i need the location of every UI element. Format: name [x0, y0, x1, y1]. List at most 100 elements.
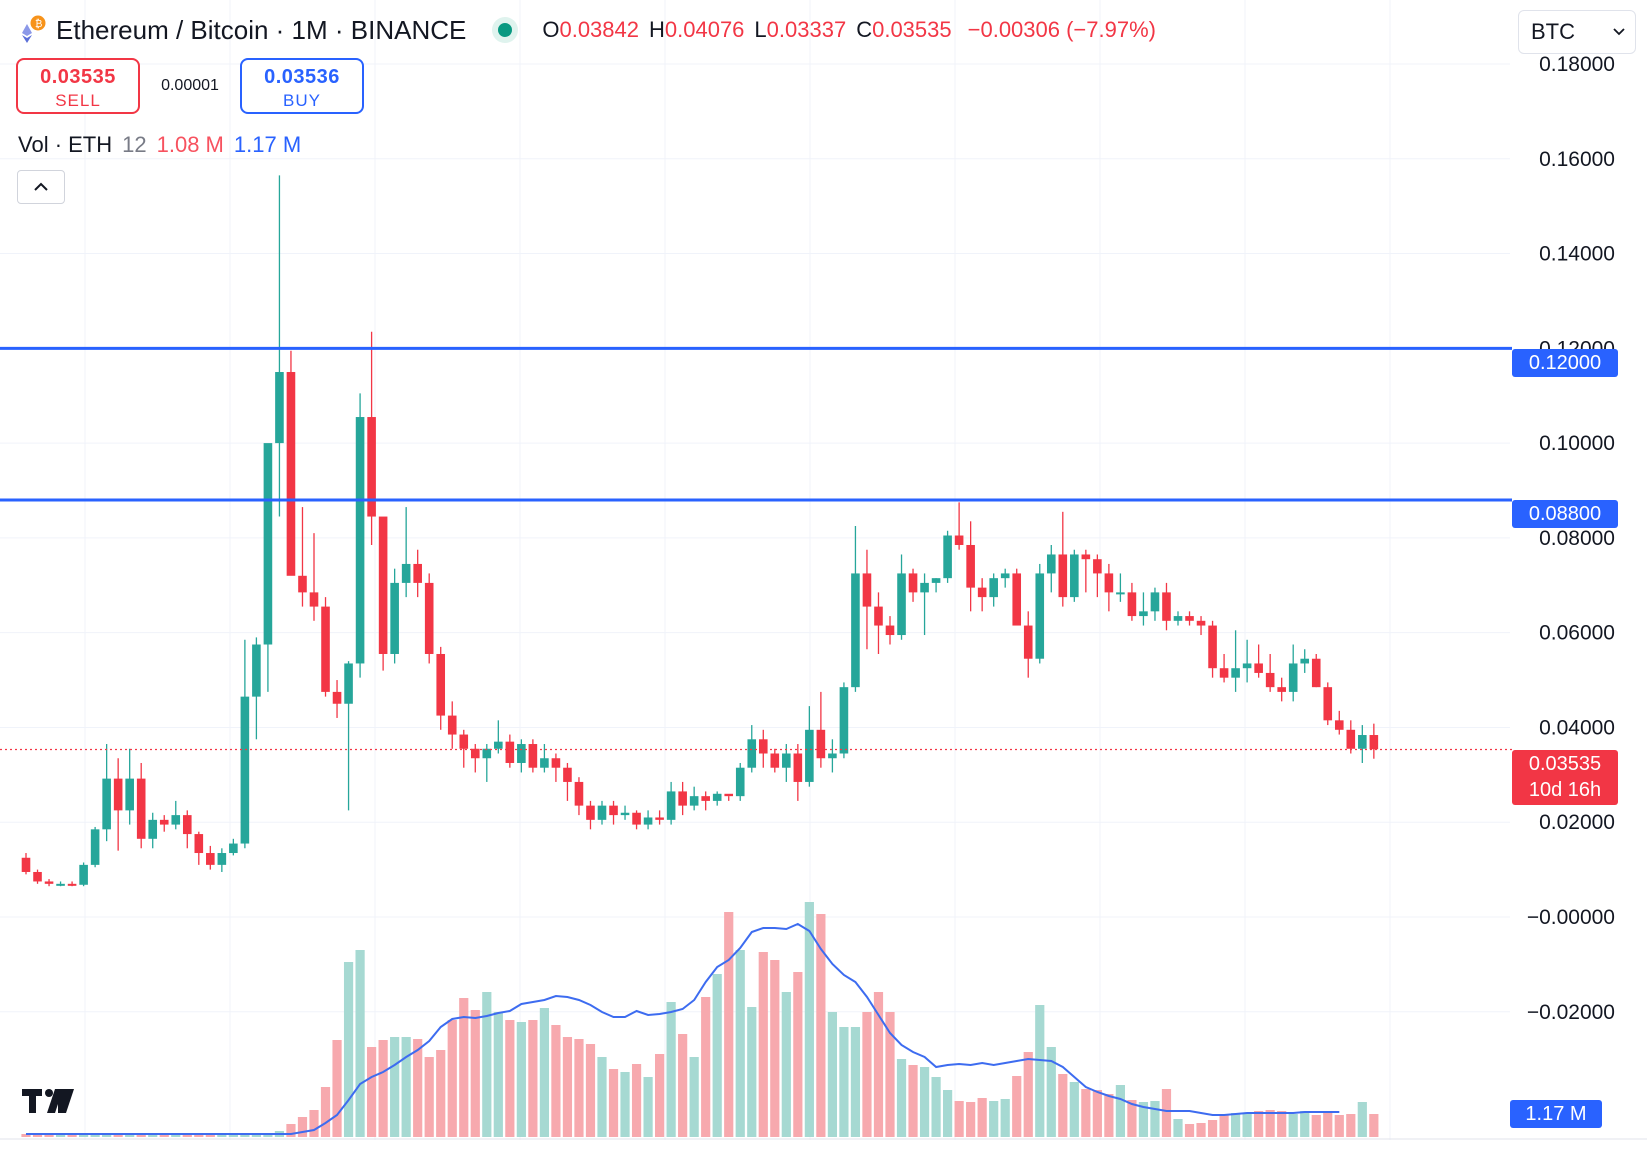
candle-body: [1127, 592, 1137, 617]
candle: [355, 393, 365, 678]
candle: [217, 848, 227, 872]
last-price-tag: 0.03535 10d 16h: [1512, 750, 1618, 805]
candle: [459, 729, 469, 768]
volume-bar: [1288, 1114, 1298, 1137]
candle: [655, 810, 664, 825]
candle-body: [1346, 729, 1356, 749]
candle-body: [44, 881, 54, 884]
candle-body: [1046, 554, 1056, 574]
candle: [90, 826, 100, 868]
candle-body: [747, 739, 757, 768]
volume-bar: [1012, 1076, 1022, 1137]
candle-body: [724, 793, 734, 797]
volume-bar: [873, 992, 884, 1137]
candle-body: [136, 778, 146, 839]
low-label: L: [754, 17, 767, 42]
volume-bar: [436, 1050, 446, 1137]
chevron-down-icon: [1613, 28, 1625, 36]
lower-line-price-tag[interactable]: 0.08800: [1512, 500, 1618, 528]
candle: [839, 682, 849, 759]
volume-bar: [309, 1110, 319, 1137]
volume-bar: [516, 1022, 526, 1137]
candle: [1288, 644, 1298, 702]
sell-price: 0.03535: [40, 66, 116, 88]
candle: [44, 879, 54, 887]
candle: [1058, 511, 1068, 607]
candle-body: [540, 758, 549, 768]
candle-body: [102, 778, 111, 830]
candle: [954, 502, 964, 550]
volume-bar: [1219, 1114, 1229, 1137]
candle: [1173, 611, 1183, 626]
candle-body: [459, 734, 469, 749]
candle-body: [977, 587, 987, 598]
candle: [298, 507, 307, 607]
currency-select[interactable]: BTC: [1518, 10, 1636, 54]
volume-bar: [217, 1134, 227, 1137]
volume-bar: [447, 1020, 457, 1137]
candle-body: [1070, 554, 1079, 598]
candle-body: [712, 793, 722, 801]
candlesticks: [21, 175, 1379, 887]
price-axis-tick: −0.00000: [1527, 906, 1615, 929]
candle: [229, 838, 238, 856]
volume-bar: [954, 1101, 964, 1137]
candle: [1219, 653, 1229, 683]
price-axis[interactable]: 0.180000.160000.140000.120000.100000.080…: [1527, 53, 1615, 1024]
volume-bar: [424, 1057, 434, 1137]
candle-body: [943, 535, 952, 579]
volume-bar: [574, 1039, 584, 1137]
buy-price: 0.03536: [264, 66, 340, 88]
volume-bar: [125, 1134, 135, 1137]
candle: [920, 573, 929, 636]
candle-body: [424, 582, 434, 654]
candle: [470, 744, 480, 773]
volume-bar: [908, 1065, 918, 1137]
volume-legend[interactable]: Vol · ETH 12 1.08 M 1.17 M: [18, 132, 301, 158]
horizontal-lines[interactable]: [0, 346, 1512, 751]
candle: [1323, 682, 1333, 726]
volume-bar: [620, 1072, 630, 1137]
candle: [125, 748, 134, 825]
volume-bar: [885, 1012, 895, 1137]
candle-body: [1093, 559, 1102, 574]
candle-body: [862, 573, 872, 607]
candle: [678, 781, 687, 816]
candle: [793, 744, 803, 801]
candle: [701, 791, 710, 811]
volume-bar: [701, 997, 711, 1137]
sell-button[interactable]: 0.03535 SELL: [16, 58, 140, 114]
candle-body: [1139, 611, 1148, 617]
volume-bar: [735, 950, 745, 1137]
candle-body: [1358, 735, 1367, 749]
volume-bar: [90, 1134, 100, 1137]
buy-button[interactable]: 0.03536 BUY: [240, 58, 364, 114]
candle-body: [517, 744, 526, 763]
volume-bar: [793, 972, 803, 1137]
candle: [21, 853, 31, 875]
candle-body: [1334, 720, 1344, 730]
collapse-legend-button[interactable]: [17, 170, 65, 204]
tradingview-logo[interactable]: [22, 1085, 76, 1120]
volume-bar: [1046, 1047, 1056, 1137]
price-axis-tick: 0.04000: [1539, 716, 1615, 739]
volume-bar: [539, 1008, 549, 1137]
chevron-up-icon: [34, 182, 48, 191]
upper-line-price-tag[interactable]: 0.12000: [1512, 349, 1618, 377]
volume-bar: [1357, 1102, 1367, 1137]
volume-bar: [194, 1134, 204, 1137]
volume-bar: [228, 1134, 238, 1137]
price-axis-tick: 0.06000: [1539, 622, 1615, 645]
symbol-title[interactable]: Ethereum / Bitcoin · 1M · BINANCE: [56, 14, 467, 45]
volume-bar: [919, 1067, 930, 1137]
candle-body: [401, 563, 411, 583]
candle-body: [551, 758, 561, 768]
volume-bar: [1300, 1111, 1310, 1137]
chart-header: ₿ Ethereum / Bitcoin · 1M · BINANCE O0.0…: [16, 10, 1156, 50]
candle: [747, 725, 757, 773]
candle-body: [885, 625, 895, 636]
candle: [1139, 592, 1148, 626]
candle: [966, 521, 975, 612]
candle-body: [67, 883, 77, 886]
